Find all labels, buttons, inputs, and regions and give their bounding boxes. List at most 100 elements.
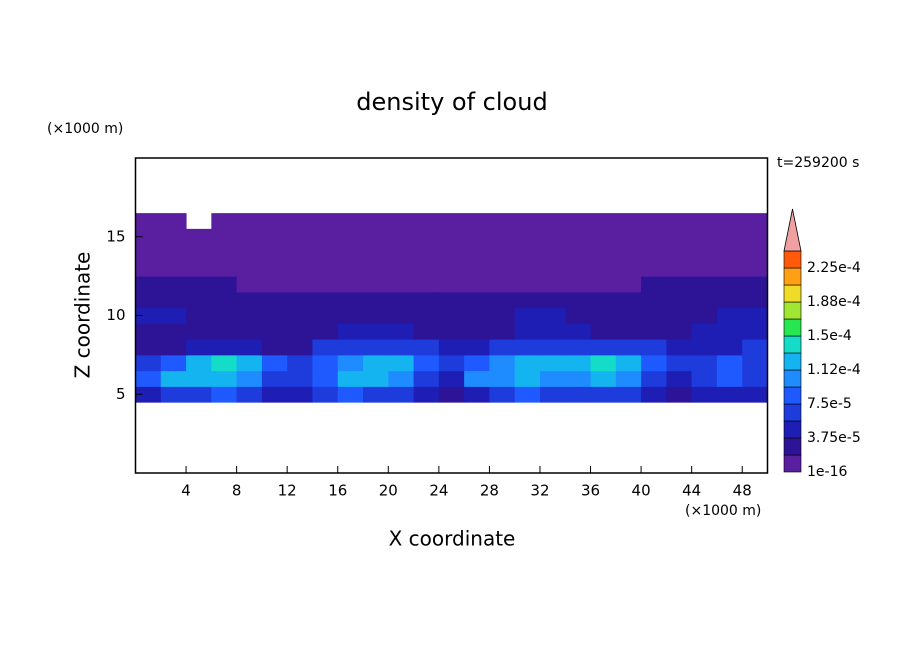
- contour-cell: [438, 228, 465, 246]
- contour-cell: [742, 386, 768, 403]
- contour-cell: [337, 370, 364, 387]
- contour-cell: [691, 291, 718, 309]
- contour-cell: [539, 354, 566, 372]
- contour-cell: [413, 276, 440, 293]
- contour-cell: [337, 291, 364, 309]
- contour-cell: [590, 323, 617, 340]
- colorbar-label: 2.25e-4: [807, 260, 861, 276]
- colorbar-label: 1.12e-4: [807, 362, 861, 378]
- contour-cell: [742, 244, 768, 261]
- contour-cell: [489, 307, 516, 324]
- contour-cell: [186, 260, 212, 277]
- contour-cell: [211, 244, 238, 261]
- contour-cell: [514, 339, 541, 356]
- contour-cell: [337, 244, 364, 261]
- contour-cell: [312, 386, 339, 403]
- contour-cell: [539, 213, 566, 230]
- contour-cell: [363, 276, 389, 293]
- contour-cell: [565, 291, 592, 309]
- contour-cell: [388, 244, 415, 261]
- contour-cell: [464, 323, 490, 340]
- contour-cell: [514, 323, 541, 340]
- contour-cell: [438, 307, 465, 324]
- contour-cell: [716, 244, 743, 261]
- contour-cell: [641, 228, 667, 246]
- contour-cell: [363, 291, 389, 309]
- contour-cell: [211, 276, 238, 293]
- contour-cell: [337, 276, 364, 293]
- contour-cell: [438, 339, 465, 356]
- colorbar-band: [783, 369, 802, 388]
- contour-cell: [135, 213, 162, 230]
- contour-cell: [464, 213, 490, 230]
- contour-cell: [666, 307, 693, 324]
- colorbar-band: [783, 437, 802, 456]
- contour-cell: [388, 354, 415, 372]
- contour-cell: [135, 228, 162, 246]
- contour-cell: [438, 354, 465, 372]
- contour-cell: [337, 228, 364, 246]
- contour-cell: [135, 354, 162, 372]
- y-tick-label: 5: [116, 385, 126, 403]
- contour-cell: [413, 339, 440, 356]
- contour-cell: [186, 307, 212, 324]
- contour-cell: [742, 323, 768, 340]
- contour-cell: [211, 386, 238, 403]
- contour-cell: [615, 323, 642, 340]
- contour-cell: [160, 244, 187, 261]
- chart-title: density of cloud: [356, 88, 547, 116]
- contour-cell: [388, 228, 415, 246]
- contour-cell: [716, 228, 743, 246]
- contour-cell: [691, 244, 718, 261]
- contour-cell: [489, 354, 516, 372]
- contour-cell: [236, 260, 263, 277]
- contour-cell: [615, 228, 642, 246]
- contour-cell: [160, 307, 187, 324]
- contour-cell: [565, 276, 592, 293]
- contour-cell: [489, 370, 516, 387]
- contour-cell: [691, 354, 718, 372]
- contour-cell: [413, 354, 440, 372]
- contour-cell: [514, 276, 541, 293]
- contour-cell: [615, 291, 642, 309]
- contour-cell: [363, 307, 389, 324]
- contour-cell: [615, 213, 642, 230]
- contour-cell: [312, 276, 339, 293]
- contour-cell: [160, 323, 187, 340]
- contour-cell: [514, 213, 541, 230]
- contour-cell: [438, 260, 465, 277]
- contour-cell: [135, 370, 162, 387]
- contour-cell: [160, 228, 187, 246]
- contour-cell: [464, 276, 490, 293]
- contour-cell: [565, 260, 592, 277]
- contour-cell: [691, 213, 718, 230]
- contour-cell: [287, 260, 313, 277]
- contour-cell: [590, 276, 617, 293]
- contour-cell: [489, 228, 516, 246]
- contour-cell: [514, 291, 541, 309]
- contour-cell: [565, 370, 592, 387]
- contour-cell: [211, 291, 238, 309]
- contour-cell: [641, 354, 667, 372]
- contour-cell: [590, 339, 617, 356]
- contour-cell: [312, 291, 339, 309]
- contour-cell: [413, 370, 440, 387]
- contour-cell: [590, 228, 617, 246]
- contour-cell: [337, 260, 364, 277]
- contour-cell: [691, 339, 718, 356]
- contour-cell: [666, 276, 693, 293]
- contour-cell: [363, 354, 389, 372]
- contour-cell: [261, 213, 288, 230]
- contour-cell: [363, 228, 389, 246]
- contour-cell: [261, 339, 288, 356]
- x-tick-label: 4: [181, 482, 191, 500]
- contour-cell: [236, 370, 263, 387]
- contour-cell: [641, 307, 667, 324]
- contour-cell: [691, 307, 718, 324]
- colorbar-band: [783, 386, 802, 405]
- contour-cell: [211, 370, 238, 387]
- contour-cell: [211, 260, 238, 277]
- contour-cell: [565, 339, 592, 356]
- contour-cell: [438, 370, 465, 387]
- contour-cell: [590, 260, 617, 277]
